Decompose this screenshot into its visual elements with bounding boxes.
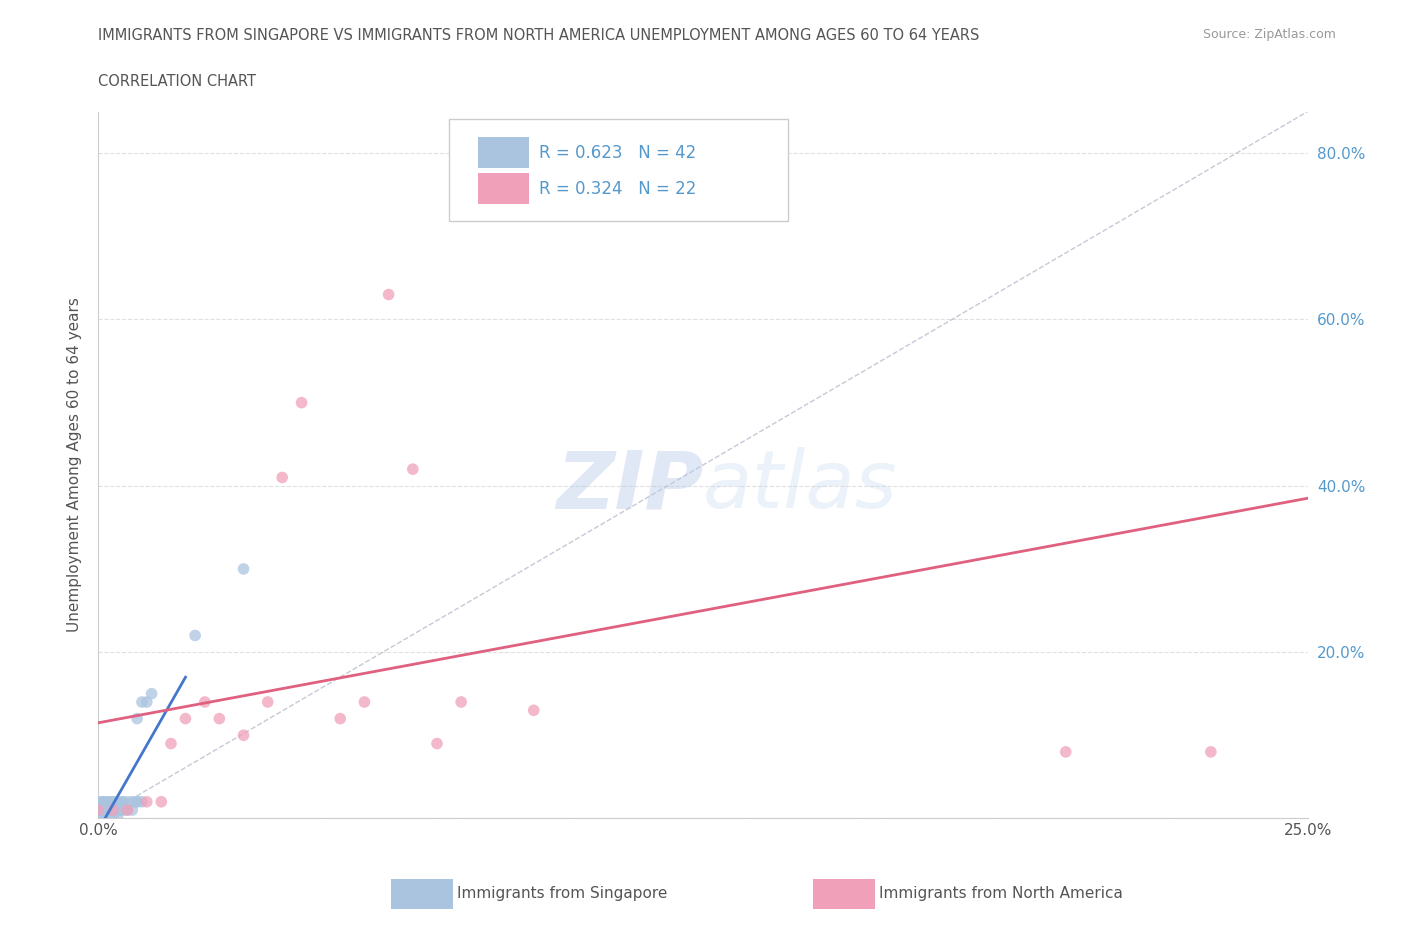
Point [377, 287, 399, 302]
Point [208, 711, 231, 726]
Point [127, 711, 149, 726]
Point [117, 794, 139, 809]
Point [87, 794, 110, 809]
Point [111, 803, 134, 817]
Text: R = 0.324   N = 22: R = 0.324 N = 22 [538, 179, 696, 198]
Point [87, 803, 110, 817]
Point [232, 728, 254, 743]
Point [426, 737, 449, 751]
Point [271, 470, 294, 485]
Point [131, 794, 153, 809]
Point [101, 794, 124, 809]
Point [117, 803, 139, 817]
Point [402, 461, 425, 476]
Point [97, 803, 120, 817]
Point [101, 803, 124, 817]
FancyBboxPatch shape [478, 137, 529, 168]
Point [91, 794, 114, 809]
Point [111, 794, 134, 809]
Point [97, 794, 120, 809]
Point [523, 703, 546, 718]
Text: CORRELATION CHART: CORRELATION CHART [98, 74, 256, 89]
Point [101, 794, 124, 809]
Point [184, 628, 207, 643]
Point [1199, 744, 1222, 759]
Text: atlas: atlas [703, 447, 898, 525]
Point [101, 803, 124, 817]
Point [91, 803, 114, 817]
Point [194, 695, 217, 710]
Point [141, 686, 163, 701]
Point [87, 803, 110, 817]
Point [232, 562, 254, 577]
Point [1054, 744, 1077, 759]
Point [127, 794, 149, 809]
Point [87, 803, 110, 817]
Point [91, 811, 114, 826]
Point [107, 803, 129, 817]
Point [450, 695, 472, 710]
Point [174, 711, 197, 726]
Point [131, 695, 153, 710]
Point [97, 794, 120, 809]
Y-axis label: Unemployment Among Ages 60 to 64 years: Unemployment Among Ages 60 to 64 years [67, 298, 83, 632]
Point [121, 803, 143, 817]
Point [97, 803, 120, 817]
Point [329, 711, 352, 726]
Point [127, 794, 149, 809]
Text: Source: ZipAtlas.com: Source: ZipAtlas.com [1202, 28, 1336, 41]
FancyBboxPatch shape [478, 173, 529, 205]
Point [107, 794, 129, 809]
Point [353, 695, 375, 710]
Point [135, 794, 157, 809]
Point [111, 803, 134, 817]
Point [91, 794, 114, 809]
Text: Immigrants from North America: Immigrants from North America [879, 886, 1122, 901]
Text: IMMIGRANTS FROM SINGAPORE VS IMMIGRANTS FROM NORTH AMERICA UNEMPLOYMENT AMONG AG: IMMIGRANTS FROM SINGAPORE VS IMMIGRANTS … [98, 28, 980, 43]
Point [91, 803, 114, 817]
Point [256, 695, 278, 710]
Point [101, 811, 124, 826]
Point [160, 737, 183, 751]
Point [87, 811, 110, 826]
Point [101, 803, 124, 817]
Point [91, 794, 114, 809]
Point [117, 803, 139, 817]
Text: R = 0.623   N = 42: R = 0.623 N = 42 [538, 143, 696, 162]
Point [135, 695, 157, 710]
Point [107, 811, 129, 826]
Point [111, 794, 134, 809]
Text: Immigrants from Singapore: Immigrants from Singapore [457, 886, 668, 901]
Point [290, 395, 312, 410]
Point [150, 794, 173, 809]
FancyBboxPatch shape [449, 119, 787, 221]
Point [107, 803, 129, 817]
Text: ZIP: ZIP [555, 447, 703, 525]
Point [121, 794, 143, 809]
Point [97, 811, 120, 826]
Point [97, 803, 120, 817]
